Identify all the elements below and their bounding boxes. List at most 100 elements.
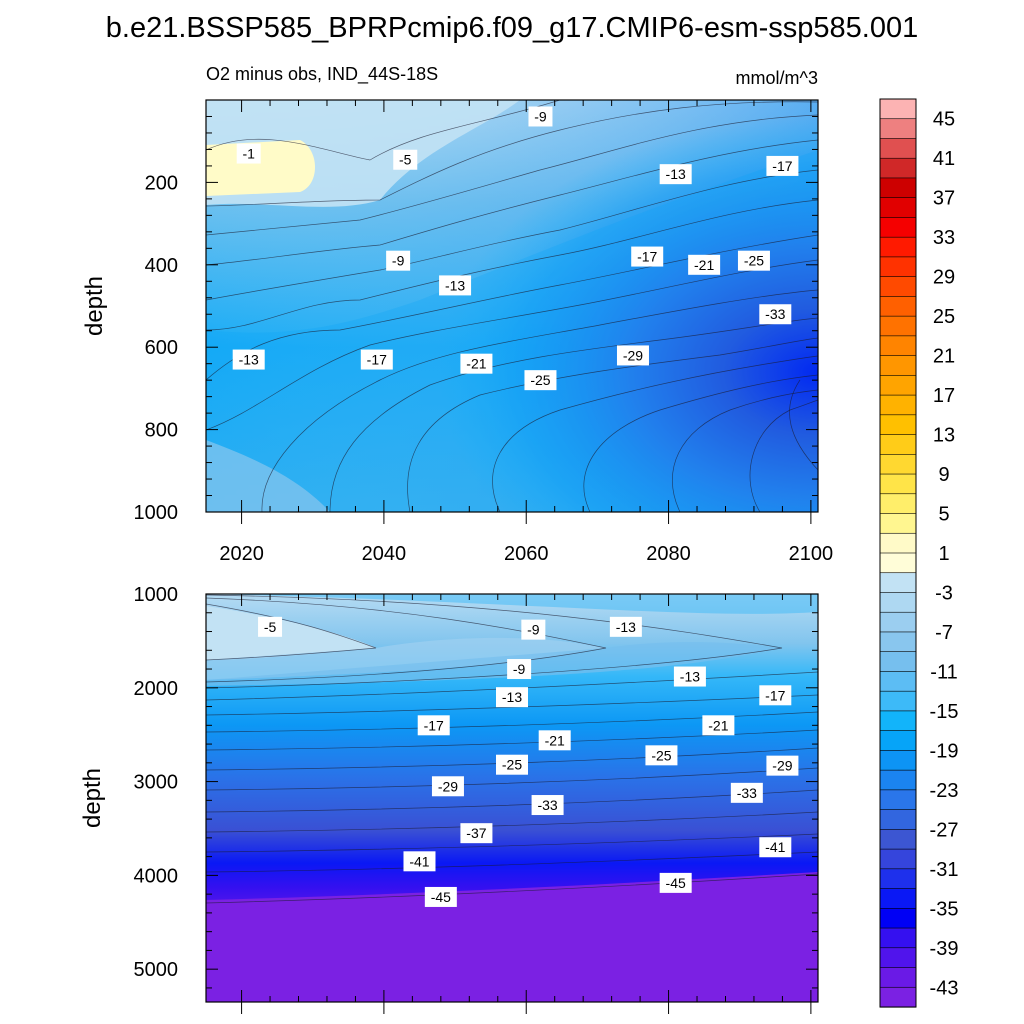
colorbar-swatch [879, 414, 917, 436]
contour-label-box [616, 345, 649, 366]
contour-label-box [236, 143, 261, 164]
x-tick-label: 2060 [504, 543, 549, 565]
contour-label: -21 [702, 715, 735, 736]
contour-label: -25 [645, 745, 678, 766]
contour-label: -17 [759, 685, 792, 706]
contour-label-text: -29 [772, 758, 792, 774]
colorbar-swatch [879, 197, 917, 219]
contour-label: -13 [609, 616, 642, 637]
x-tick-label: 2020 [219, 543, 264, 565]
colorbar-swatch [879, 769, 917, 791]
lower-contour-field [206, 594, 818, 1002]
lower-panel: -5 -9 -13-9 -13-13 -17-17 -21-21-25-25-29-29-… [79, 584, 819, 1014]
contour-label-box [528, 106, 553, 127]
contour-label-text: -29 [438, 778, 458, 794]
colorbar-swatch [879, 138, 917, 159]
y-tick-label: 800 [145, 420, 178, 442]
colorbar-swatch [879, 829, 917, 850]
colorbar-label: -23 [930, 780, 959, 802]
contour-label-text: -5 [399, 152, 412, 168]
contour-label: -29 [616, 345, 649, 366]
contour-label-box [538, 730, 571, 751]
contour-label-box [496, 754, 528, 775]
contour-label-box [521, 619, 546, 640]
colorbar-label: 5 [938, 504, 949, 526]
contour-label-box [737, 250, 770, 271]
colorbar-frame [879, 98, 917, 1008]
contour-label-text: -25 [651, 747, 671, 763]
contour-label-text: -13 [239, 352, 259, 368]
colorbar-swatch [879, 947, 917, 969]
contour-label: -17 [417, 715, 450, 736]
x-tick-label: 2100 [789, 543, 834, 565]
colorbar-label: -35 [930, 898, 959, 920]
contour-label-text: -17 [367, 352, 387, 368]
colorbar-swatch [879, 908, 917, 929]
colorbar-swatch [879, 394, 917, 416]
upper-y-axis: 200 400 600 800 1000 depth [81, 99, 818, 524]
contour-label-box [759, 685, 792, 706]
contour-label: -21 [688, 254, 721, 275]
colorbar-swatch [879, 631, 917, 653]
contour-label-box [659, 164, 692, 185]
upper-panel: O2 minus obs, IND_44S-18S mmol/m^3 [81, 64, 833, 565]
colorbar-label: 41 [933, 148, 955, 170]
colorbar-label: -19 [930, 740, 959, 762]
contour-label-box [424, 886, 457, 907]
colorbar-label: 29 [933, 267, 955, 289]
colorbar-swatch [879, 671, 917, 692]
contour-label-box [258, 616, 283, 637]
colorbar-label: 1 [938, 543, 949, 565]
y-tick-label: 1000 [134, 584, 179, 606]
colorbar-label: 33 [933, 227, 955, 249]
colorbar-swatch [879, 118, 917, 140]
x-tick-label: 2040 [362, 543, 407, 565]
contour-label: -9 [521, 619, 546, 640]
colorbar-swatch [879, 967, 917, 988]
contour-label-text: -25 [502, 757, 522, 773]
contour-label: -9 [507, 659, 532, 680]
contour-label: -1 [236, 143, 261, 164]
colorbar-swatch [879, 532, 917, 554]
contour-label: -45 [659, 872, 692, 893]
contour-label: -13 [659, 164, 692, 185]
colorbar-swatch [879, 513, 917, 534]
colorbar-swatch [879, 592, 917, 613]
colorbar-swatch [879, 572, 917, 594]
contour-label-text: -29 [623, 347, 643, 363]
colorbar-label: -11 [930, 661, 957, 683]
colorbar-swatch [879, 296, 917, 317]
contour-label-text: -33 [737, 785, 757, 801]
contour-label-text: -9 [392, 253, 405, 269]
contour-label-box [688, 254, 721, 275]
contour-label-text: -41 [409, 853, 429, 869]
y-tick-label: 1000 [134, 502, 179, 524]
contour-label-text: -45 [431, 889, 451, 905]
contour-label-box [766, 755, 799, 776]
colorbar-swatch [879, 256, 917, 278]
contour-label: -13 [232, 349, 265, 370]
contour-label-box [439, 275, 472, 296]
colorbar-swatch [879, 750, 917, 771]
contour-label-text: -13 [445, 277, 465, 293]
contour-label: -21 [538, 730, 571, 751]
y-tick-label: 2000 [134, 678, 179, 700]
contour-label-text: -21 [694, 257, 714, 273]
contour-label: -25 [496, 754, 528, 775]
contour-label: -41 [403, 851, 436, 872]
upper-subtitle-left: O2 minus obs, IND_44S-18S [206, 64, 438, 85]
contour-label: -17 [766, 155, 799, 176]
colorbar-swatch [879, 375, 917, 396]
colorbar-label: -27 [930, 819, 959, 841]
colorbar-swatch [879, 315, 917, 337]
contour-label-box [673, 666, 706, 687]
lower-ylabel: depth [79, 768, 106, 828]
contour-label-box [659, 872, 692, 893]
contour-label: -13 [496, 687, 528, 708]
contour-label-text: -13 [680, 669, 700, 685]
contour-label-box [766, 155, 799, 176]
contour-label-box [232, 349, 265, 370]
lower-x-axis [241, 594, 812, 1014]
colorbar-label: 37 [933, 188, 955, 210]
contour-label-text: -9 [527, 622, 540, 638]
